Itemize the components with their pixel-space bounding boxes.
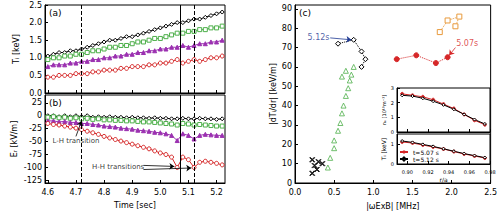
svg-text:-125: -125 xyxy=(24,176,42,185)
svg-text:(b): (b) xyxy=(49,98,62,108)
svg-text:30: 30 xyxy=(282,120,292,129)
svg-text:|dTᵢ/dr| [keV/m]: |dTᵢ/dr| [keV/m] xyxy=(269,63,278,125)
svg-text:5.2: 5.2 xyxy=(210,188,223,197)
svg-text:0.5: 0.5 xyxy=(328,188,341,197)
svg-text:25: 25 xyxy=(32,98,42,107)
svg-text:40: 40 xyxy=(282,101,292,110)
svg-text:Time [sec]: Time [sec] xyxy=(113,201,156,210)
svg-text:5.0: 5.0 xyxy=(154,188,167,197)
svg-text:0.0: 0.0 xyxy=(29,89,42,98)
svg-text:(c): (c) xyxy=(299,8,311,18)
svg-text:60: 60 xyxy=(282,62,292,71)
svg-text:90: 90 xyxy=(282,4,292,13)
svg-text:5.1: 5.1 xyxy=(182,188,195,197)
svg-text:-100: -100 xyxy=(24,163,42,172)
svg-text:4.9: 4.9 xyxy=(126,188,139,197)
svg-text:nₑ [10¹⁹m⁻³]: nₑ [10¹⁹m⁻³] xyxy=(381,95,387,126)
svg-text:4.8: 4.8 xyxy=(98,188,111,197)
svg-text:4.6: 4.6 xyxy=(41,188,54,197)
svg-text:r/a: r/a xyxy=(439,176,447,183)
svg-text:-25: -25 xyxy=(29,124,42,133)
svg-text:5.07s: 5.07s xyxy=(456,39,478,48)
svg-text:2.5: 2.5 xyxy=(29,1,42,10)
svg-text:1.0: 1.0 xyxy=(29,53,42,62)
svg-text:0: 0 xyxy=(391,161,394,167)
svg-text:1.5: 1.5 xyxy=(29,36,42,45)
svg-text:0.98: 0.98 xyxy=(484,169,495,175)
svg-text:3: 3 xyxy=(391,85,394,91)
svg-text:0: 0 xyxy=(287,179,292,188)
svg-text:0.90: 0.90 xyxy=(402,169,413,175)
svg-text:0.92: 0.92 xyxy=(422,169,433,175)
svg-text:0.0: 0.0 xyxy=(289,188,302,197)
svg-text:Eᵣ [kV/m]: Eᵣ [kV/m] xyxy=(10,121,19,158)
svg-text:H-H transitions: H-H transitions xyxy=(92,163,145,171)
svg-text:t=5.12 s: t=5.12 s xyxy=(413,156,439,163)
svg-text:1.5: 1.5 xyxy=(406,188,419,197)
svg-text:0: 0 xyxy=(391,129,394,135)
svg-text:Tᵢ [keV]: Tᵢ [keV] xyxy=(380,138,387,161)
svg-text:0: 0 xyxy=(37,111,42,120)
svg-text:2.0: 2.0 xyxy=(445,188,458,197)
svg-text:0.96: 0.96 xyxy=(464,169,475,175)
svg-text:Tᵢ [keV]: Tᵢ [keV] xyxy=(12,34,21,65)
svg-text:1: 1 xyxy=(391,114,394,120)
svg-text:20: 20 xyxy=(282,140,292,149)
svg-text:80: 80 xyxy=(282,24,292,33)
svg-text:(a): (a) xyxy=(49,8,62,18)
svg-text:4.7: 4.7 xyxy=(70,188,83,197)
svg-text:2.5: 2.5 xyxy=(484,188,497,197)
svg-text:1: 1 xyxy=(391,141,394,147)
svg-text:-75: -75 xyxy=(29,150,42,159)
svg-text:L-H transition: L-H transition xyxy=(52,137,99,145)
svg-text:2.0: 2.0 xyxy=(29,18,42,27)
svg-text:5.12s: 5.12s xyxy=(307,33,329,42)
svg-text:|ωExB| [MHz]: |ωExB| [MHz] xyxy=(366,202,419,211)
svg-text:t=5.07 s: t=5.07 s xyxy=(413,149,439,156)
svg-text:-50: -50 xyxy=(29,137,42,146)
svg-text:0.5: 0.5 xyxy=(29,71,42,80)
svg-text:10: 10 xyxy=(282,159,292,168)
svg-text:2: 2 xyxy=(391,100,394,106)
svg-text:1.0: 1.0 xyxy=(367,188,380,197)
svg-text:50: 50 xyxy=(282,82,292,91)
svg-text:0.94: 0.94 xyxy=(443,169,454,175)
svg-text:70: 70 xyxy=(282,43,292,52)
